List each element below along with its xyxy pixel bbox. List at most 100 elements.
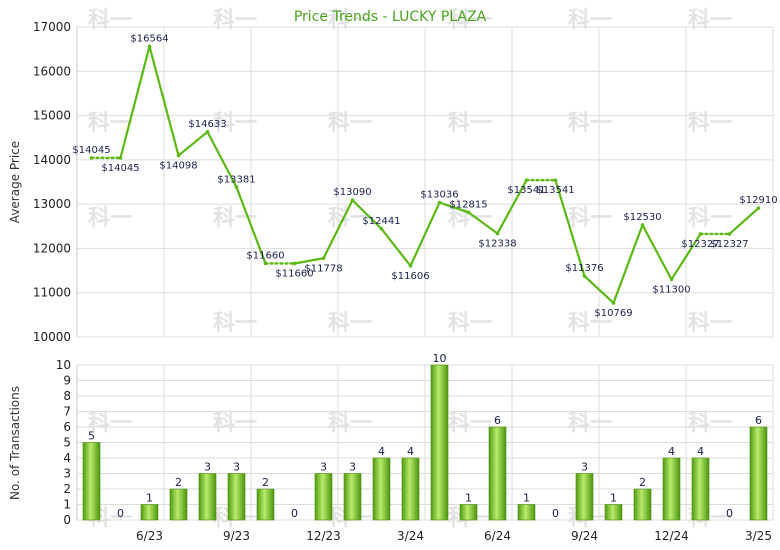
price-data-label: $12327	[681, 239, 719, 250]
transactions-tick-label: 8	[63, 389, 71, 403]
price-tick-label: 12000	[33, 241, 71, 255]
price-point	[553, 178, 558, 182]
transaction-count-label: 3	[233, 461, 240, 474]
price-data-label: $12338	[478, 238, 516, 249]
price-tick-label: 14000	[33, 153, 71, 167]
transaction-bar	[198, 473, 217, 521]
price-line-segment	[467, 211, 499, 235]
x-tick-label: 9/24	[571, 529, 598, 543]
transaction-count-label: 1	[610, 492, 617, 505]
price-line-segment	[612, 223, 644, 305]
chart-title: Price Trends - LUCKY PLAZA	[294, 9, 487, 25]
price-point	[698, 232, 703, 236]
watermark-text: 科一	[688, 411, 732, 436]
transaction-count-label: 1	[523, 492, 530, 505]
transaction-count-label: 0	[552, 507, 559, 520]
price-point	[669, 277, 674, 282]
transactions-tick-label: 5	[63, 436, 71, 450]
price-line-segment	[177, 130, 209, 157]
price-data-label: $13090	[333, 187, 371, 198]
watermark-text: 科一	[328, 206, 372, 231]
price-line-segment	[554, 179, 586, 278]
transaction-count-label: 2	[262, 476, 269, 489]
price-point	[727, 232, 732, 236]
price-data-label: $11778	[304, 263, 342, 274]
price-point	[118, 156, 123, 160]
price-tick-label: 13000	[33, 197, 71, 211]
transaction-bar	[749, 426, 768, 521]
x-tick-label: 6/24	[484, 529, 511, 543]
price-line-segment	[235, 186, 267, 265]
transaction-bar	[314, 473, 333, 521]
watermark-text: 科一	[688, 111, 732, 136]
price-line-segment	[496, 179, 528, 235]
watermark-text: 科一	[448, 411, 492, 436]
price-point	[437, 200, 442, 205]
x-tick-label: 9/23	[223, 529, 250, 543]
watermark-text: 科一	[448, 8, 492, 33]
x-tick-label: 6/23	[136, 529, 163, 543]
price-point	[582, 274, 587, 278]
watermark-text: 科一	[88, 8, 132, 33]
price-data-label: $13541	[507, 185, 545, 196]
watermark-text: 科一	[328, 411, 372, 436]
price-axis-label: Average Price	[8, 141, 22, 223]
price-point	[292, 261, 297, 266]
price-line-segment	[641, 223, 673, 281]
transaction-count-label: 3	[204, 461, 211, 474]
transaction-bar	[575, 473, 594, 521]
price-point	[524, 178, 529, 182]
price-data-label: $11606	[391, 271, 429, 282]
transaction-bar	[169, 488, 188, 521]
watermark-text: 科一	[448, 111, 492, 136]
transactions-tick-label: 3	[63, 467, 71, 481]
price-line-segment	[351, 199, 383, 230]
watermark-text: 科一	[568, 206, 612, 231]
transactions-tick-label: 9	[63, 374, 71, 388]
price-point	[89, 156, 94, 160]
transaction-count-label: 6	[494, 414, 501, 427]
transaction-count-label: 3	[581, 461, 588, 474]
transactions-tick-label: 7	[63, 405, 71, 419]
watermark-text: 科一	[88, 111, 132, 136]
transaction-count-label: 0	[117, 507, 124, 520]
transaction-bar	[691, 457, 710, 521]
watermark-text: 科一	[448, 206, 492, 231]
price-data-label: $14045	[72, 145, 110, 156]
price-data-label: $12815	[449, 199, 487, 210]
transaction-bar	[401, 457, 420, 521]
transaction-count-label: 4	[697, 445, 704, 458]
price-data-label: $13036	[420, 190, 458, 201]
price-point	[756, 206, 761, 210]
price-point	[205, 130, 210, 134]
x-tick-label: 12/24	[654, 529, 689, 543]
price-line-segment	[148, 45, 180, 157]
price-tick-label: 11000	[33, 286, 71, 300]
transaction-count-label: 2	[639, 476, 646, 489]
transaction-bar	[372, 457, 391, 521]
price-data-label: $13541	[536, 185, 574, 196]
transaction-bar	[517, 504, 536, 521]
transactions-tick-label: 2	[63, 482, 71, 496]
price-data-label: $12441	[362, 216, 400, 227]
price-point	[234, 185, 239, 190]
transaction-count-label: 4	[378, 445, 385, 458]
transaction-bar	[488, 426, 507, 521]
price-point	[321, 256, 326, 261]
transaction-bar	[343, 473, 362, 521]
transactions-tick-label: 0	[63, 513, 71, 527]
transaction-count-label: 1	[465, 492, 472, 505]
transaction-count-label: 6	[755, 414, 762, 427]
transaction-count-label: 2	[175, 476, 182, 489]
price-point	[263, 261, 268, 266]
transaction-bar	[633, 488, 652, 521]
x-tick-label: 12/23	[306, 529, 341, 543]
price-line-segment	[380, 227, 412, 267]
price-line-segment	[670, 232, 702, 281]
transaction-bar	[227, 473, 246, 521]
price-data-label: $13381	[217, 174, 255, 185]
price-line-segment	[583, 274, 615, 305]
transaction-bar	[256, 488, 275, 521]
transaction-bar	[459, 504, 478, 521]
